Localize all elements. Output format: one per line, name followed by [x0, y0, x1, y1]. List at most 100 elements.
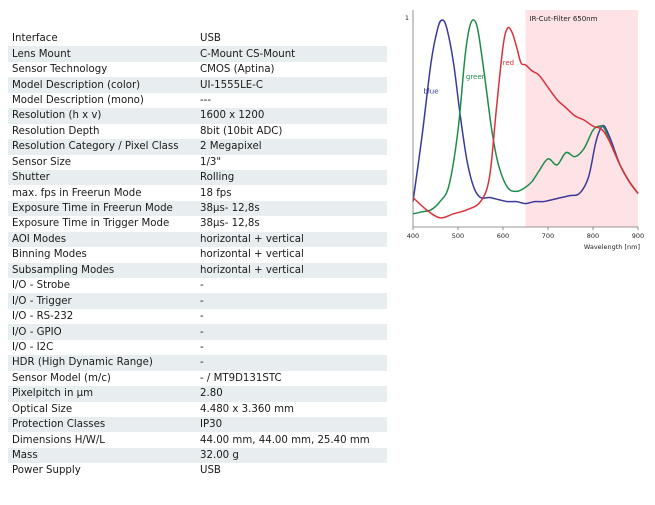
- axis-ticks-group: 400 500 600 700 800 900 1: [405, 14, 644, 240]
- spectral-response-chart: IR-Cut-Filter 650nm Wavelength [nm] 400 5…: [405, 10, 644, 251]
- spec-row: Model Description (mono) ---: [8, 93, 387, 108]
- spec-label: I/O - Strobe: [12, 280, 71, 292]
- spec-label: Model Description (color): [8, 77, 196, 93]
- x-tick-label: 800: [587, 232, 599, 240]
- spec-value: horizontal + vertical: [200, 249, 304, 261]
- x-tick-label: 500: [452, 232, 464, 240]
- series-labels-group: blue green red: [423, 59, 514, 96]
- spec-value: - / MT9D131STC: [200, 372, 282, 384]
- spec-label: Mass: [8, 447, 196, 464]
- spec-label: Resolution Depth: [12, 125, 100, 137]
- y-tick-label: 1: [405, 14, 409, 22]
- series-label-blue: blue: [423, 87, 438, 95]
- spec-value: -: [196, 324, 387, 340]
- spec-row: Shutter Rolling: [8, 169, 387, 186]
- spec-row: Sensor Model (m/c) - / MT9D131STC: [8, 371, 387, 386]
- x-tick-label: 900: [632, 232, 644, 240]
- spec-label: Resolution Category / Pixel Class: [8, 139, 196, 155]
- spec-value: USB: [200, 465, 221, 477]
- spec-row: I/O - Strobe -: [8, 278, 387, 293]
- spec-label: I/O - Trigger: [8, 293, 196, 309]
- spec-value: 2 Megapixel: [196, 139, 387, 155]
- spec-table-body: Interface USB Lens Mount C-Mount CS-Mount Se…: [8, 31, 387, 479]
- spec-row: Resolution Category / Pixel Class 2 Megap…: [8, 139, 387, 155]
- series-line-red: [412, 26, 639, 219]
- spec-value: 38µs- 12,8s: [196, 200, 387, 217]
- chart-series-group: [412, 19, 639, 219]
- spec-value: 44.00 mm, 44.00 mm, 25.40 mm: [200, 434, 370, 446]
- spec-label: Lens Mount: [8, 46, 196, 62]
- spec-value: 4.480 x 3.360 mm: [200, 403, 294, 415]
- spec-row: max. fps in Freerun Mode 18 fps: [8, 185, 387, 200]
- x-tick-label: 600: [497, 232, 509, 240]
- spec-label: Resolution (h x v): [8, 108, 196, 124]
- spec-row: Protection Classes IP30: [8, 416, 387, 433]
- series-line-blue: [412, 19, 639, 205]
- spec-row: Optical Size 4.480 x 3.360 mm: [8, 402, 387, 417]
- spec-label: I/O - I2C: [12, 341, 54, 353]
- spec-row: Exposure Time in Trigger Mode 38µs- 12,8s: [8, 216, 387, 231]
- ir-cut-filter-label: IR-Cut-Filter 650nm: [530, 15, 598, 23]
- spec-label: Model Description (mono): [12, 94, 144, 106]
- spec-label: I/O - RS-232: [12, 311, 74, 323]
- spec-row: Pixelpitch in µm 2.80: [8, 386, 387, 402]
- spec-value: 2.80: [196, 386, 387, 402]
- spec-label: Dimensions H/W/L: [12, 434, 105, 446]
- spec-value: UI-1555LE-C: [196, 77, 387, 93]
- x-tick-label: 400: [407, 232, 419, 240]
- spec-value: 1600 x 1200: [196, 108, 387, 124]
- spec-label: I/O - GPIO: [8, 324, 196, 340]
- spec-row: Sensor Size 1/3": [8, 155, 387, 170]
- spec-value: 32.00 g: [196, 447, 387, 464]
- x-axis-label: Wavelength [nm]: [584, 243, 640, 251]
- series-label-green: green: [466, 73, 486, 81]
- spec-label: Power Supply: [12, 465, 81, 477]
- spec-row: Sensor Technology CMOS (Aptina): [8, 62, 387, 77]
- spec-row: Exposure Time in Freerun Mode 38µs- 12,8s: [8, 200, 387, 217]
- spec-row: I/O - RS-232 -: [8, 309, 387, 324]
- spec-row: Dimensions H/W/L 44.00 mm, 44.00 mm, 25.4…: [8, 432, 387, 447]
- spec-value: Rolling: [196, 169, 387, 186]
- spec-row: Lens Mount C-Mount CS-Mount: [8, 46, 387, 62]
- spec-label: Sensor Size: [12, 156, 72, 168]
- spec-row: Power Supply USB: [8, 463, 387, 478]
- spec-value: -: [200, 280, 204, 292]
- spec-value: -: [200, 311, 204, 323]
- spec-value: 38µs- 12,8s: [200, 218, 260, 230]
- spec-row: I/O - Trigger -: [8, 293, 387, 309]
- spec-value: -: [196, 293, 387, 309]
- spec-value: horizontal + vertical: [196, 262, 387, 278]
- spec-label: AOI Modes: [8, 231, 196, 248]
- spec-row: Resolution Depth 8bit (10bit ADC): [8, 124, 387, 139]
- spec-table: Interface USB Lens Mount C-Mount CS-Mount Se…: [8, 31, 387, 479]
- series-line-green: [412, 19, 639, 215]
- spec-label: Protection Classes: [8, 416, 196, 433]
- spec-row: Resolution (h x v) 1600 x 1200: [8, 108, 387, 124]
- spec-label: Sensor Model (m/c): [12, 372, 111, 384]
- spec-value: 8bit (10bit ADC): [200, 125, 283, 137]
- spec-label: Sensor Technology: [12, 64, 108, 76]
- spec-value: USB: [200, 33, 221, 45]
- spec-row: AOI Modes horizontal + vertical: [8, 231, 387, 248]
- spec-value: CMOS (Aptina): [200, 64, 275, 76]
- spec-row: I/O - GPIO -: [8, 324, 387, 340]
- spec-label: max. fps in Freerun Mode: [12, 187, 142, 199]
- spec-label: Subsampling Modes: [8, 262, 196, 278]
- spec-row: Binning Modes horizontal + vertical: [8, 247, 387, 262]
- spec-label: Interface: [12, 33, 58, 45]
- spec-label: Exposure Time in Freerun Mode: [8, 200, 196, 217]
- spec-value: -: [200, 341, 204, 353]
- x-tick-label: 700: [542, 232, 554, 240]
- spec-value: IP30: [196, 416, 387, 433]
- spec-value: horizontal + vertical: [196, 231, 387, 248]
- spec-row: Interface USB: [8, 31, 387, 46]
- spec-label: HDR (High Dynamic Range): [8, 355, 196, 371]
- spec-value: C-Mount CS-Mount: [196, 46, 387, 62]
- spec-value: 1/3": [200, 156, 222, 168]
- spec-row: I/O - I2C -: [8, 340, 387, 355]
- spec-label: Binning Modes: [12, 249, 87, 261]
- spec-value: ---: [200, 94, 212, 106]
- spec-value: 18 fps: [200, 187, 232, 199]
- spec-row: Mass 32.00 g: [8, 447, 387, 464]
- spec-label: Pixelpitch in µm: [8, 386, 196, 402]
